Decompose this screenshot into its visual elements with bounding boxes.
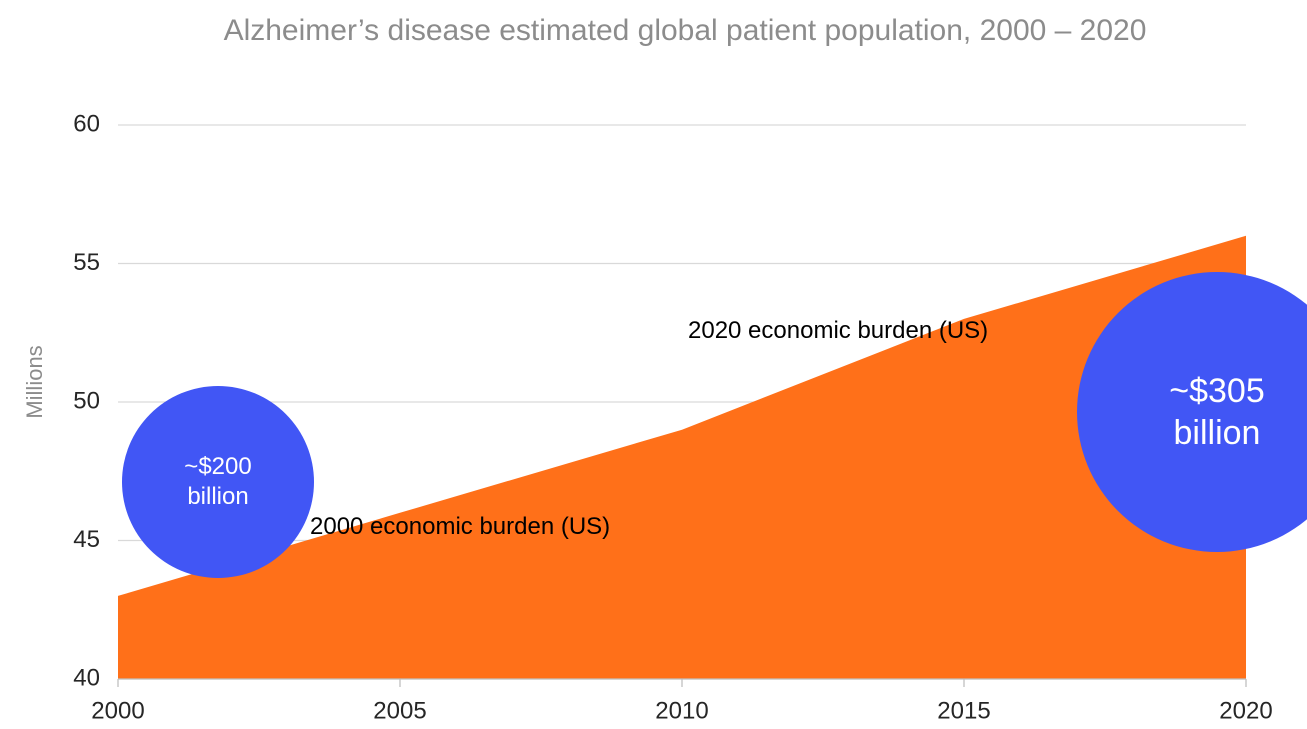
y-tick-label: 40 [73,664,100,691]
annotation-text: ~$200 billion [184,453,252,510]
annotation-caption: 2000 economic burden (US) [310,513,611,540]
x-tick-label: 2010 [655,697,708,724]
chart-title: Alzheimer’s disease estimated global pat… [223,14,1147,47]
x-tick-label: 2000 [91,697,144,724]
x-tick-label: 2015 [937,697,990,724]
annotation-text: ~$305 billion [1169,372,1265,452]
x-tick-label: 2020 [1219,697,1272,724]
annotation-bubble: ~$305 billion [1077,272,1307,552]
annotation-bubble: ~$200 billion [122,386,314,578]
y-tick-label: 55 [73,249,100,276]
x-tick-label: 2005 [373,697,426,724]
area [118,235,1246,680]
annotation-caption: 2020 economic burden (US) [688,317,989,344]
y-tick-label: 50 [73,387,100,414]
y-tick-label: 45 [73,526,100,553]
y-axis-label: Millions [22,345,47,418]
y-tick-label: 60 [73,110,100,137]
